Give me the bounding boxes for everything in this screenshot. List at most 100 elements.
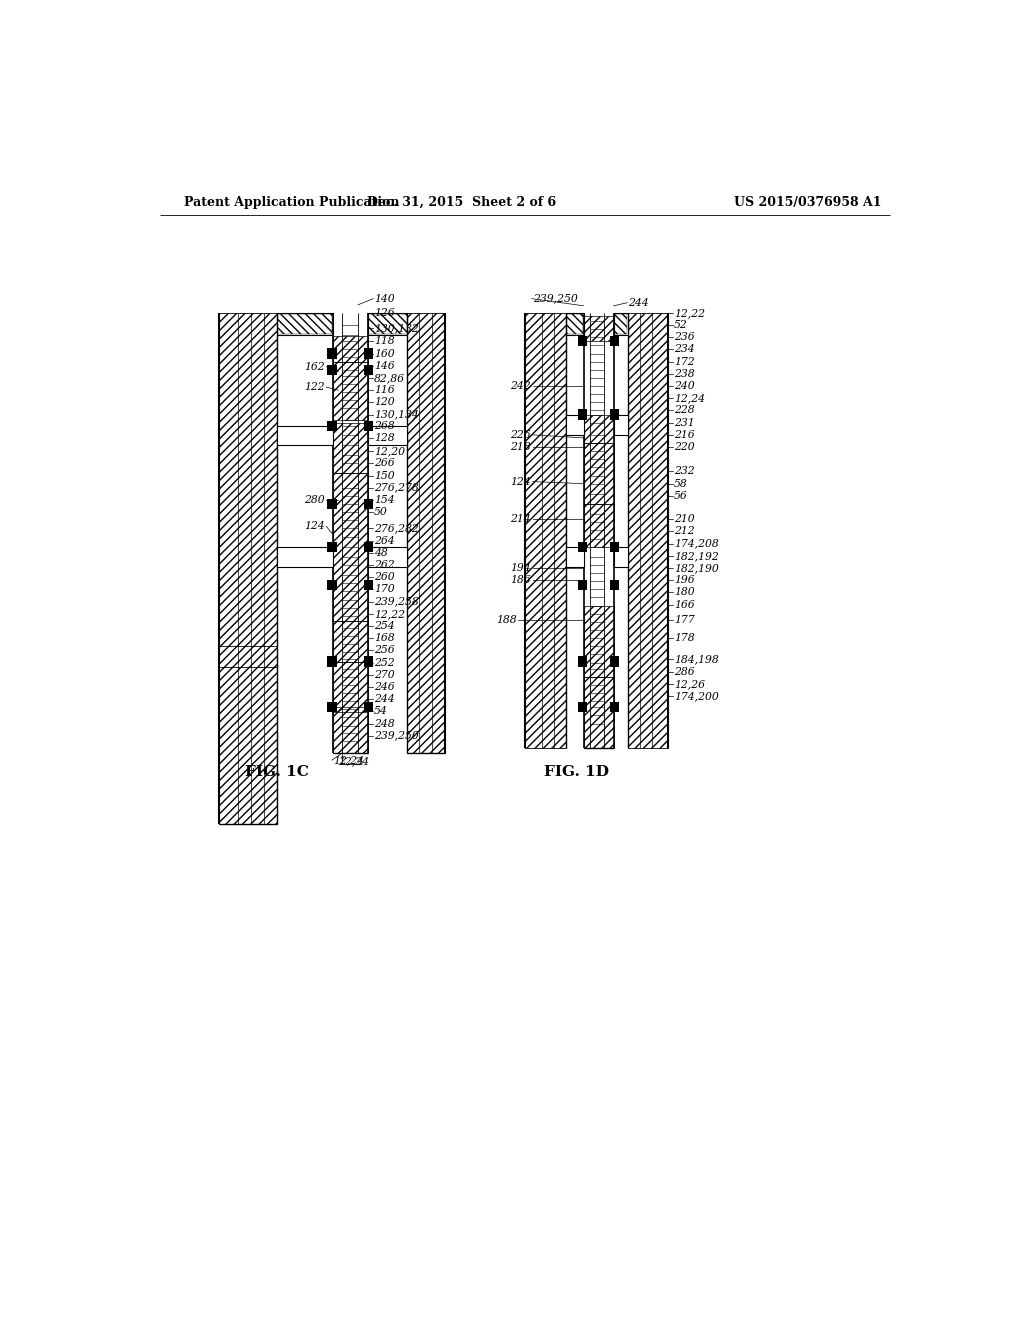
- Text: 220: 220: [674, 442, 694, 451]
- Bar: [333, 708, 368, 752]
- Text: 228: 228: [674, 405, 694, 416]
- Text: 244: 244: [628, 298, 648, 308]
- Text: 240: 240: [674, 381, 694, 391]
- Bar: [610, 581, 620, 590]
- Text: 162: 162: [304, 362, 325, 372]
- Text: 182,192: 182,192: [674, 550, 719, 561]
- Text: Dec. 31, 2015  Sheet 2 of 6: Dec. 31, 2015 Sheet 2 of 6: [367, 195, 556, 209]
- Bar: [278, 314, 332, 334]
- Text: 12,24: 12,24: [338, 756, 370, 766]
- Bar: [578, 541, 588, 552]
- Text: 130,132: 130,132: [374, 323, 419, 333]
- Text: 12,24: 12,24: [674, 393, 705, 404]
- Bar: [578, 337, 588, 346]
- Bar: [566, 313, 584, 335]
- Bar: [584, 315, 613, 342]
- Bar: [610, 541, 620, 552]
- Bar: [610, 409, 620, 420]
- Text: 226: 226: [511, 430, 531, 440]
- Text: 170: 170: [374, 585, 394, 594]
- Text: 150: 150: [374, 470, 394, 480]
- Text: 118: 118: [374, 337, 394, 346]
- Text: 116: 116: [374, 385, 394, 395]
- Text: 239,250: 239,250: [532, 293, 578, 304]
- Text: 236: 236: [674, 333, 694, 342]
- Bar: [364, 656, 374, 667]
- Bar: [584, 606, 613, 677]
- Text: 12,22: 12,22: [674, 308, 705, 318]
- Text: 239,250: 239,250: [374, 731, 419, 741]
- Bar: [578, 581, 588, 590]
- Text: 256: 256: [374, 645, 394, 655]
- Bar: [369, 314, 407, 334]
- Text: FIG. 1C: FIG. 1C: [246, 766, 309, 779]
- Bar: [278, 546, 333, 568]
- Text: 120: 120: [374, 397, 394, 408]
- Bar: [567, 314, 583, 334]
- Text: 50: 50: [374, 507, 388, 517]
- Bar: [278, 426, 333, 445]
- Bar: [333, 422, 368, 474]
- Bar: [610, 702, 620, 713]
- Text: 130,134: 130,134: [374, 409, 419, 420]
- Text: 128: 128: [374, 433, 394, 444]
- Text: 140: 140: [374, 293, 394, 304]
- Bar: [364, 541, 374, 552]
- Text: 12,22: 12,22: [374, 609, 406, 619]
- Bar: [327, 348, 337, 359]
- Bar: [524, 313, 566, 748]
- Text: 239,258: 239,258: [374, 597, 419, 607]
- Bar: [333, 620, 368, 661]
- Text: 262: 262: [374, 560, 394, 570]
- Text: 172: 172: [674, 356, 694, 367]
- Text: 242: 242: [511, 381, 531, 391]
- Text: 12,24: 12,24: [333, 755, 364, 766]
- Text: 168: 168: [374, 634, 394, 643]
- Text: 160: 160: [374, 348, 394, 359]
- Text: 248: 248: [374, 718, 394, 729]
- Bar: [578, 702, 588, 713]
- Bar: [610, 656, 620, 667]
- Text: 280: 280: [304, 495, 325, 506]
- Text: 238: 238: [674, 368, 694, 379]
- Bar: [327, 541, 337, 552]
- Text: 182,190: 182,190: [674, 564, 719, 573]
- Text: 218: 218: [511, 442, 531, 451]
- Bar: [333, 313, 368, 752]
- Text: FIG. 1D: FIG. 1D: [544, 766, 609, 779]
- Text: 184,198: 184,198: [674, 655, 719, 664]
- Bar: [364, 581, 374, 590]
- Bar: [327, 702, 337, 713]
- Bar: [327, 364, 337, 375]
- Text: 174,208: 174,208: [674, 539, 719, 549]
- Bar: [610, 337, 620, 346]
- Text: 124: 124: [304, 521, 325, 532]
- Bar: [364, 702, 374, 713]
- Text: 270: 270: [374, 669, 394, 680]
- Text: 146: 146: [374, 360, 394, 371]
- Text: 122: 122: [304, 381, 325, 392]
- Bar: [364, 499, 374, 510]
- Text: 231: 231: [674, 417, 694, 428]
- Bar: [584, 444, 613, 504]
- Bar: [219, 313, 278, 824]
- Text: 246: 246: [374, 682, 394, 692]
- Bar: [327, 581, 337, 590]
- Bar: [333, 474, 368, 620]
- Text: 214: 214: [511, 515, 531, 524]
- Bar: [364, 348, 374, 359]
- Text: 244: 244: [374, 694, 394, 704]
- Bar: [333, 661, 368, 713]
- Bar: [408, 313, 445, 752]
- Text: 166: 166: [674, 599, 694, 610]
- Text: 286: 286: [674, 667, 694, 677]
- Bar: [566, 414, 584, 434]
- Bar: [327, 499, 337, 510]
- Bar: [368, 426, 408, 445]
- Text: 210: 210: [674, 515, 694, 524]
- Bar: [364, 364, 374, 375]
- Bar: [584, 504, 613, 546]
- Bar: [333, 362, 368, 420]
- Bar: [584, 677, 613, 748]
- Text: 264: 264: [374, 536, 394, 545]
